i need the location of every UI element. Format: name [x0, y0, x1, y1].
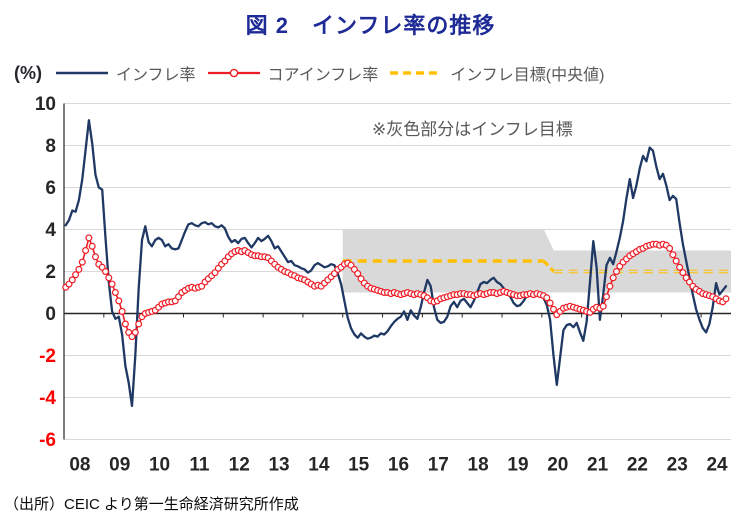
- x-tick-label: 14: [308, 455, 330, 476]
- chart-title: 図 2 インフレ率の推移: [245, 13, 496, 38]
- y-tick-label: 4: [45, 220, 56, 241]
- core-inflation-marker: [135, 320, 143, 328]
- x-tick-label: 18: [468, 455, 489, 476]
- core-inflation-marker: [118, 307, 126, 315]
- y-tick-label: 0: [45, 304, 56, 325]
- core-inflation-marker: [88, 242, 96, 250]
- headline-line-swatch-icon: [56, 71, 108, 75]
- core-inflation-marker: [101, 268, 109, 276]
- y-tick-label: -6: [39, 430, 56, 451]
- y-tick-label: 8: [45, 136, 56, 157]
- y-tick-label: -2: [39, 346, 56, 367]
- y-tick-label: 6: [45, 178, 56, 199]
- core-inflation-marker: [602, 293, 610, 301]
- core-inflation-marker: [549, 305, 557, 313]
- source-note: （出所）CEIC より第一生命経済研究所作成: [4, 496, 299, 513]
- x-tick-label: 08: [69, 455, 90, 476]
- x-tick-label: 17: [428, 455, 449, 476]
- core-inflation-marker: [75, 265, 83, 273]
- x-tick-label: 12: [229, 455, 250, 476]
- core-inflation-marker: [599, 302, 607, 310]
- core-inflation-marker: [108, 280, 116, 288]
- x-tick-label: 21: [587, 455, 609, 476]
- core-inflation-marker: [85, 234, 93, 242]
- x-tick-label: 10: [149, 455, 170, 476]
- core-inflation-marker: [679, 269, 687, 277]
- core-inflation-marker: [68, 276, 76, 284]
- x-tick-label: 22: [627, 455, 648, 476]
- core-inflation-marker: [672, 257, 680, 265]
- core-inflation-marker: [131, 328, 139, 336]
- inflation-target-band: [342, 229, 731, 293]
- legend-label-target: インフレ目標(中央値): [450, 67, 605, 84]
- legend-item-core-inflation: コアインフレ率: [206, 61, 379, 85]
- core-inflation-marker: [609, 274, 617, 282]
- core-inflation-marker: [72, 271, 80, 279]
- legend-item-headline-inflation: インフレ率: [54, 61, 196, 85]
- x-tick-label: 20: [547, 455, 568, 476]
- target-dash-swatch-icon: [390, 71, 443, 75]
- core-inflation-marker: [606, 282, 614, 290]
- x-tick-label: 09: [109, 455, 130, 476]
- core-inflation-marker: [354, 270, 362, 278]
- legend: (%) インフレ率 コアインフレ率 インフレ目標(中央値): [14, 60, 734, 86]
- core-inflation-marker: [91, 253, 99, 261]
- core-inflation-marker: [722, 295, 730, 303]
- y-axis-unit-label: (%): [14, 62, 42, 83]
- x-tick-label: 19: [507, 455, 528, 476]
- core-inflation-marker: [669, 251, 677, 259]
- y-tick-label: -4: [39, 388, 56, 409]
- legend-label-headline: インフレ率: [116, 67, 196, 84]
- y-tick-label: 10: [35, 94, 56, 115]
- x-tick-label: 24: [706, 455, 728, 476]
- x-tick-label: 11: [189, 455, 210, 476]
- legend-label-core: コアインフレ率: [267, 67, 379, 84]
- y-tick-label: 2: [45, 262, 56, 283]
- target-step-connector: [542, 259, 555, 273]
- core-inflation-marker: [543, 294, 551, 302]
- headline-inflation-line: [64, 119, 728, 408]
- x-tick-label: 15: [348, 455, 370, 476]
- core-inflation-marker: [111, 289, 119, 297]
- core-inflation-marker: [121, 320, 129, 328]
- core-inflation-marker: [666, 244, 674, 252]
- core-inflation-marker: [676, 263, 684, 271]
- legend-item-inflation-target: インフレ目標(中央値): [388, 61, 604, 85]
- x-tick-label: 23: [667, 455, 688, 476]
- core-inflation-marker: [82, 247, 90, 255]
- core-inflation-marker: [612, 268, 620, 276]
- core-inflation-marker: [115, 297, 123, 305]
- core-inflation-marker: [546, 299, 554, 307]
- x-tick-label: 16: [388, 455, 409, 476]
- core-inflation-marker: [78, 258, 86, 266]
- band-annotation: ※灰色部分はインフレ目標: [372, 120, 573, 139]
- x-tick-label: 13: [268, 455, 289, 476]
- core-inflation-marker: [105, 274, 113, 282]
- core-line-swatch-icon: [207, 68, 260, 78]
